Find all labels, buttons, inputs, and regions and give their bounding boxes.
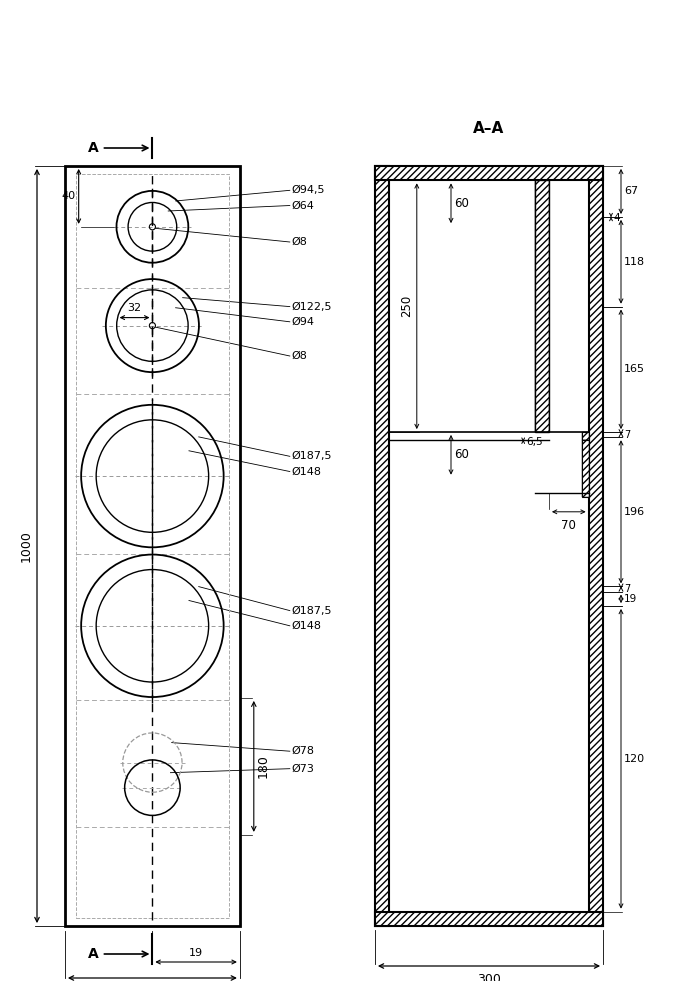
Text: Ø187,5: Ø187,5: [292, 451, 332, 461]
Text: A: A: [88, 947, 99, 961]
Text: 19: 19: [189, 948, 203, 958]
Bar: [65, 166, 240, 926]
Bar: [535, 181, 549, 432]
Bar: [582, 432, 589, 439]
Bar: [375, 166, 603, 181]
Text: 165: 165: [624, 364, 645, 375]
Text: 1000: 1000: [20, 530, 33, 562]
Text: 70: 70: [561, 519, 576, 532]
Text: Ø78: Ø78: [292, 747, 315, 756]
Text: 180: 180: [257, 754, 270, 778]
Text: 4: 4: [613, 214, 620, 224]
Bar: [582, 432, 589, 439]
Bar: [582, 439, 589, 497]
Text: 7: 7: [624, 430, 630, 439]
Text: Ø148: Ø148: [292, 621, 322, 631]
Text: 7: 7: [624, 584, 630, 594]
Text: Ø73: Ø73: [292, 763, 315, 774]
Text: 67: 67: [624, 186, 638, 196]
Bar: [375, 911, 603, 926]
Bar: [375, 166, 389, 926]
Bar: [375, 911, 603, 926]
Bar: [535, 181, 549, 432]
Text: 300: 300: [477, 973, 501, 981]
Text: 40: 40: [62, 191, 76, 201]
Bar: [375, 166, 603, 181]
Bar: [375, 166, 389, 926]
Bar: [582, 439, 589, 497]
Text: Ø187,5: Ø187,5: [292, 605, 332, 616]
Text: Ø122,5: Ø122,5: [292, 301, 332, 312]
Text: Ø64: Ø64: [292, 200, 315, 211]
Text: 19: 19: [624, 594, 637, 604]
Text: Ø94: Ø94: [292, 317, 315, 327]
Text: 196: 196: [624, 507, 645, 517]
Text: 32: 32: [127, 302, 141, 313]
Text: 118: 118: [624, 257, 645, 267]
Text: Ø94,5: Ø94,5: [292, 185, 326, 195]
Text: Ø8: Ø8: [292, 351, 308, 361]
Text: Ø8: Ø8: [292, 237, 308, 247]
Bar: [589, 166, 603, 926]
Text: 6,5: 6,5: [526, 438, 542, 447]
Bar: [76, 174, 229, 918]
Text: 60: 60: [454, 448, 469, 461]
Text: 250: 250: [400, 295, 413, 317]
Text: 120: 120: [624, 753, 645, 764]
Text: Ø148: Ø148: [292, 467, 322, 477]
Text: A–A: A–A: [473, 121, 505, 136]
Text: 60: 60: [454, 197, 469, 210]
Text: A: A: [88, 141, 99, 155]
Bar: [589, 166, 603, 926]
